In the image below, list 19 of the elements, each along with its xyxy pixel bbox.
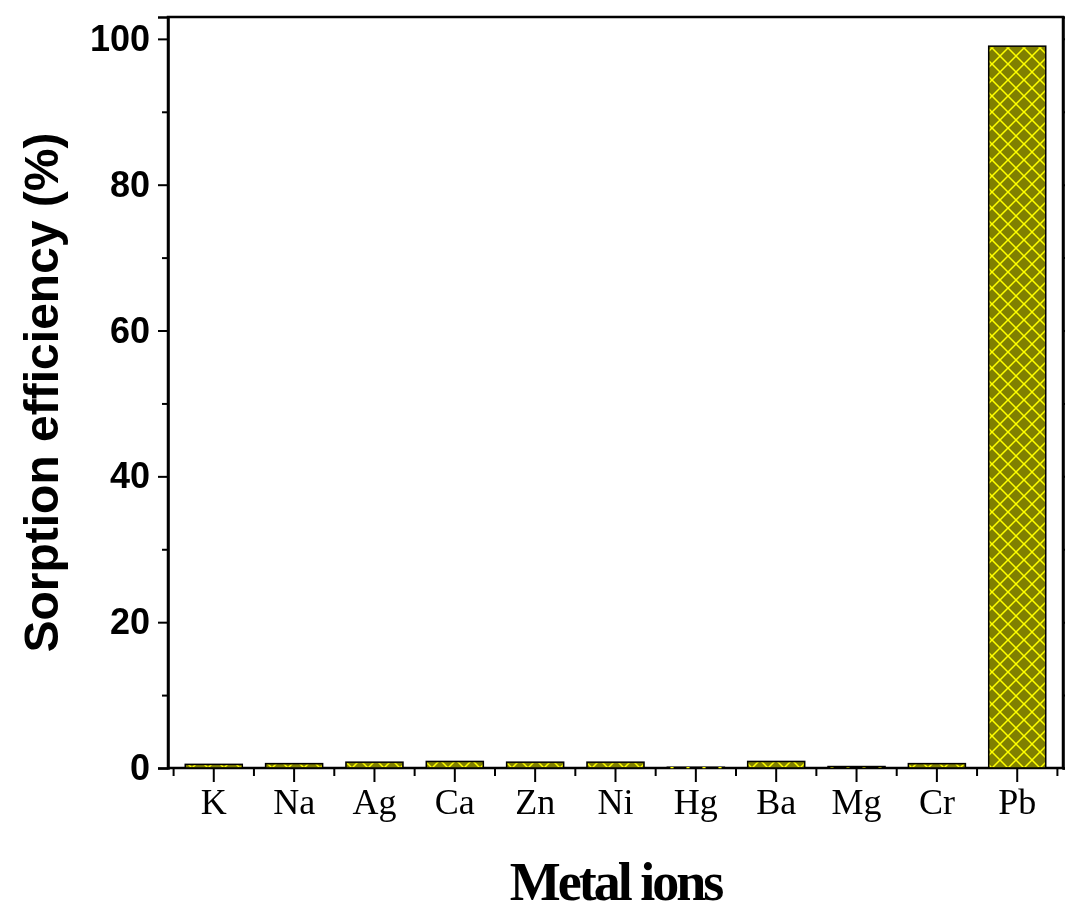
x-tick-label: K <box>200 781 227 822</box>
y-axis-title: Sorption efficiency (%) <box>15 132 68 653</box>
y-tick-label: 0 <box>129 747 150 789</box>
x-tick-label: Zn <box>515 781 556 822</box>
x-tick-label: Ca <box>434 781 475 822</box>
x-tick-label: Pb <box>998 781 1037 822</box>
y-tick-label: 60 <box>109 309 150 351</box>
x-tick-label: Ag <box>352 781 397 822</box>
y-tick-label: 40 <box>109 455 150 497</box>
x-tick-label: Cr <box>918 781 955 822</box>
x-tick-label: Mg <box>831 781 882 822</box>
x-tick-label: Ni <box>597 781 634 822</box>
x-axis-title: Metal ions <box>509 852 724 912</box>
y-tick-label: 20 <box>109 601 150 643</box>
y-tick-label: 100 <box>89 17 150 59</box>
y-tick-label: 80 <box>109 163 150 205</box>
x-tick-label: Na <box>273 781 316 822</box>
x-tick-label: Hg <box>673 781 718 822</box>
x-tick-label: Ba <box>756 781 797 822</box>
